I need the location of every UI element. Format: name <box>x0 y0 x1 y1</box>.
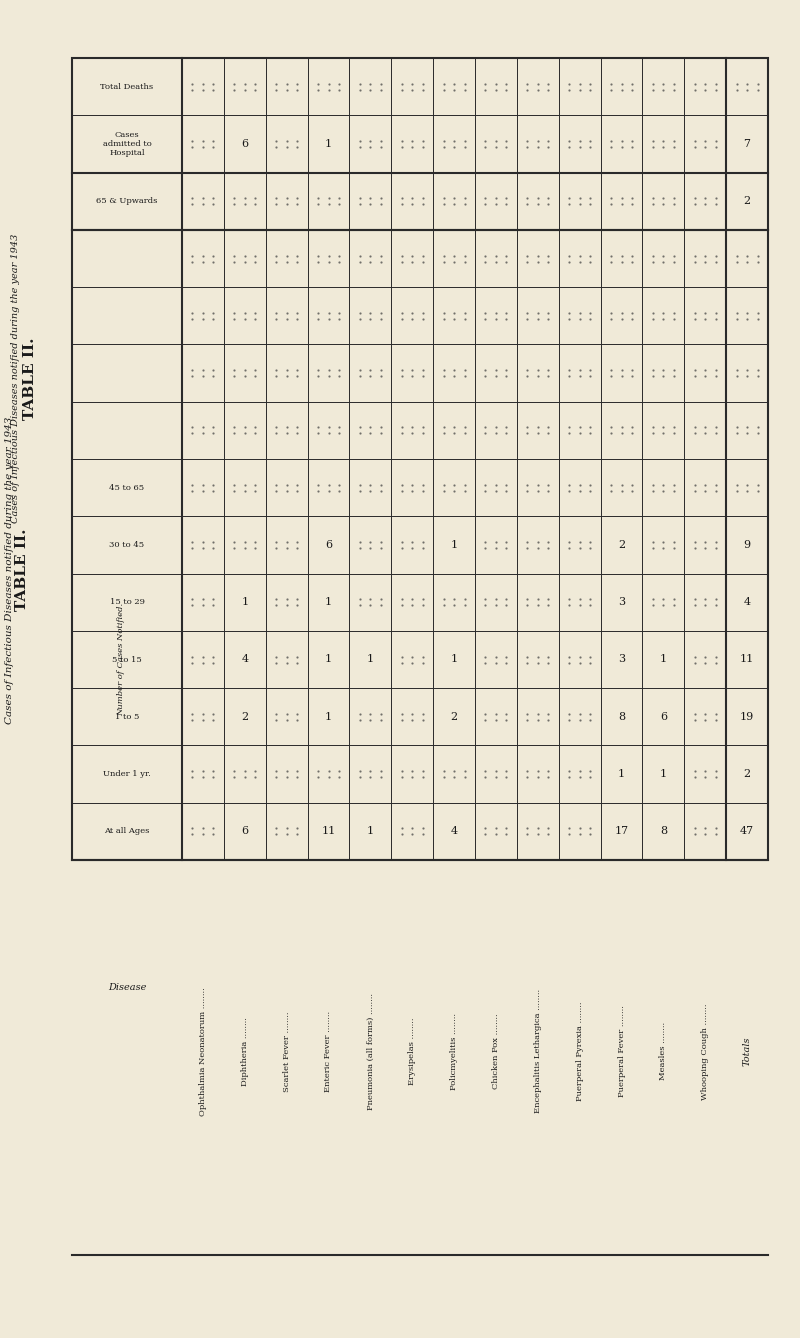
Text: 9: 9 <box>743 541 750 550</box>
Text: 1: 1 <box>325 597 332 607</box>
Text: 17: 17 <box>614 827 629 836</box>
Text: Puerperal Fever ........: Puerperal Fever ........ <box>618 1005 626 1097</box>
Text: TABLE II.: TABLE II. <box>15 529 29 611</box>
Text: 6: 6 <box>242 827 248 836</box>
Text: Puerperal Pyrexia ........: Puerperal Pyrexia ........ <box>576 1002 584 1101</box>
Text: 30 to 45: 30 to 45 <box>110 541 145 549</box>
Text: Whooping Cough ........: Whooping Cough ........ <box>702 1004 710 1100</box>
Text: 11: 11 <box>322 827 336 836</box>
Text: 8: 8 <box>618 712 625 721</box>
Text: 6: 6 <box>242 139 248 149</box>
Text: Ophthalmia Neonatorum ........: Ophthalmia Neonatorum ........ <box>199 987 207 1116</box>
Text: 2: 2 <box>242 712 248 721</box>
Text: 1 to 5: 1 to 5 <box>115 713 139 721</box>
Text: 47: 47 <box>740 827 754 836</box>
Text: 5 to 15: 5 to 15 <box>112 656 142 664</box>
Text: At all Ages: At all Ages <box>104 827 150 835</box>
Text: 1: 1 <box>325 654 332 665</box>
Text: 1: 1 <box>450 541 458 550</box>
Text: Disease: Disease <box>108 983 146 991</box>
Text: 1: 1 <box>325 712 332 721</box>
Text: 8: 8 <box>660 827 667 836</box>
Text: 1: 1 <box>660 769 667 779</box>
Text: 3: 3 <box>618 654 625 665</box>
Text: Scarlet Fever ........: Scarlet Fever ........ <box>282 1012 290 1092</box>
Text: Totals: Totals <box>742 1037 751 1066</box>
Text: Chicken Pox ........: Chicken Pox ........ <box>492 1013 500 1089</box>
Text: Cases of Infectious Diseases notified during the year 1943: Cases of Infectious Diseases notified du… <box>11 234 21 523</box>
Text: 4: 4 <box>743 597 750 607</box>
Text: 4: 4 <box>450 827 458 836</box>
Text: Pneumonia (all forms) ........: Pneumonia (all forms) ........ <box>366 993 374 1109</box>
Text: 2: 2 <box>450 712 458 721</box>
Text: 1: 1 <box>325 139 332 149</box>
Text: Cases of Infectious Diseases notified during the year 1943: Cases of Infectious Diseases notified du… <box>6 416 14 724</box>
Text: 4: 4 <box>242 654 248 665</box>
Text: Measles ........: Measles ........ <box>659 1022 667 1080</box>
Text: 1: 1 <box>618 769 625 779</box>
Text: 2: 2 <box>618 541 625 550</box>
Text: 15 to 29: 15 to 29 <box>110 598 145 606</box>
Text: Diphtheria ........: Diphtheria ........ <box>241 1017 249 1085</box>
Text: 1: 1 <box>366 654 374 665</box>
Text: Under 1 yr.: Under 1 yr. <box>103 771 151 779</box>
Text: 1: 1 <box>660 654 667 665</box>
Text: 45 to 65: 45 to 65 <box>110 483 145 491</box>
Text: 2: 2 <box>743 769 750 779</box>
Text: 1: 1 <box>242 597 248 607</box>
Text: Encephalitis Lethargica ........: Encephalitis Lethargica ........ <box>534 989 542 1113</box>
Text: Total Deaths: Total Deaths <box>101 83 154 91</box>
Text: 1: 1 <box>366 827 374 836</box>
Text: 7: 7 <box>743 139 750 149</box>
Text: 3: 3 <box>618 597 625 607</box>
Text: TABLE II.: TABLE II. <box>23 337 37 420</box>
Text: 2: 2 <box>743 197 750 206</box>
Text: 19: 19 <box>740 712 754 721</box>
Text: Enteric Fever ........: Enteric Fever ........ <box>325 1010 333 1092</box>
Text: Erysipelas ........: Erysipelas ........ <box>408 1017 416 1085</box>
Text: Cases
admitted to
Hospital: Cases admitted to Hospital <box>102 131 151 157</box>
Text: 6: 6 <box>660 712 667 721</box>
Text: 65 & Upwards: 65 & Upwards <box>96 197 158 205</box>
Text: 11: 11 <box>740 654 754 665</box>
Text: Number of Cases Notified.: Number of Cases Notified. <box>118 603 126 716</box>
Text: Policmyelitis ........: Policmyelitis ........ <box>450 1013 458 1089</box>
Text: 1: 1 <box>450 654 458 665</box>
Bar <box>72 58 768 860</box>
Text: 6: 6 <box>325 541 332 550</box>
